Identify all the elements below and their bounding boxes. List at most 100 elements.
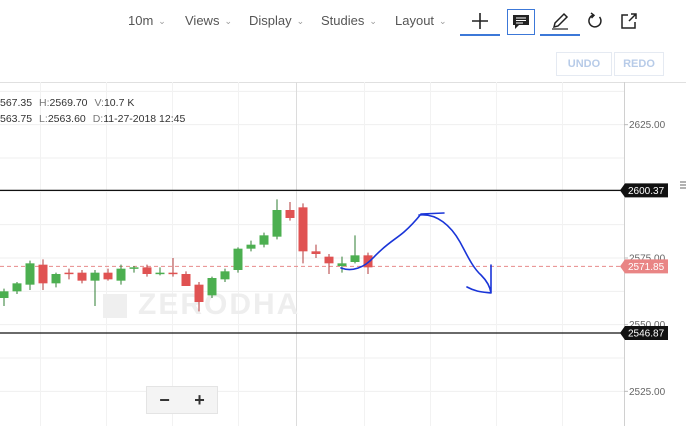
candle	[181, 271, 191, 286]
display-label: Display	[249, 13, 292, 28]
price-chart[interactable]: ZERODHA 2625.00 2575.00 2550.00 2525.00 2600…	[0, 82, 686, 426]
studies-label: Studies	[321, 13, 365, 28]
upper-line-price-label: 2600.37	[620, 183, 668, 198]
draw-button[interactable]	[548, 8, 572, 34]
crosshair-button[interactable]	[468, 8, 492, 34]
chevron-down-icon: ⌄	[224, 16, 232, 26]
candle	[116, 264, 126, 285]
candle	[168, 258, 178, 277]
undo-button[interactable]: UNDO	[556, 52, 612, 76]
candle	[38, 259, 48, 290]
candle-body	[272, 210, 282, 237]
candle-body	[51, 274, 61, 284]
candle	[207, 276, 217, 298]
candle-body	[298, 207, 308, 252]
candle-body	[207, 278, 217, 296]
axis-tick-label: 2550.00	[629, 320, 666, 331]
candle-body	[142, 267, 152, 274]
candle	[350, 235, 360, 264]
candle-body	[38, 264, 48, 284]
axis-tick-label: 2625.00	[629, 120, 666, 131]
candle-body	[25, 263, 35, 285]
candle-body	[0, 291, 9, 298]
candle	[51, 272, 61, 288]
crosshair-active-indicator	[460, 34, 500, 36]
date-label: D:	[92, 113, 104, 125]
candle-body	[64, 272, 74, 275]
axis-tick-label: 2575.00	[629, 254, 666, 265]
svg-text:2600.37: 2600.37	[628, 186, 665, 197]
candle	[233, 247, 243, 273]
candle	[259, 232, 269, 248]
reset-button[interactable]	[584, 8, 606, 34]
candle-body	[181, 274, 191, 286]
layout-menu[interactable]: Layout ⌄	[395, 13, 447, 28]
candle	[298, 203, 308, 264]
candle-body	[12, 283, 22, 292]
interval-label: 10m	[128, 13, 154, 28]
watermark-text: ZERODHA	[138, 288, 300, 321]
volume-label: V:	[94, 97, 104, 109]
candle-body	[77, 272, 87, 281]
zoom-controls: − +	[146, 386, 218, 414]
candle-body	[337, 263, 347, 266]
high-label: H:	[39, 97, 50, 109]
candle-body	[363, 255, 373, 268]
low-label: L:	[39, 113, 48, 125]
svg-text:2546.87: 2546.87	[628, 329, 665, 340]
popout-button[interactable]	[618, 8, 640, 34]
candle	[155, 267, 165, 276]
candle-body	[324, 256, 334, 264]
svg-text:2571.85: 2571.85	[628, 262, 665, 273]
candle-body	[311, 251, 321, 254]
crosshair-icon	[472, 13, 488, 29]
zoom-in-button[interactable]: +	[194, 390, 205, 410]
studies-menu[interactable]: Studies ⌄	[321, 13, 377, 28]
ohlc-row-2: 563.75 L:2563.60 D:11-27-2018 12:45	[0, 113, 185, 125]
candle-body	[116, 268, 126, 281]
display-menu[interactable]: Display ⌄	[249, 13, 304, 28]
zoom-out-button[interactable]: −	[159, 390, 170, 410]
interval-dropdown[interactable]: 10m ⌄	[128, 13, 166, 28]
external-link-icon	[621, 13, 637, 29]
candle	[90, 270, 100, 306]
watermark-logo	[103, 294, 127, 318]
chevron-down-icon: ⌄	[369, 16, 377, 26]
chevron-down-icon: ⌄	[439, 16, 447, 26]
candle	[337, 256, 347, 273]
comments-button[interactable]	[507, 9, 535, 35]
chevron-down-icon: ⌄	[296, 16, 305, 26]
axis-tick-label: 2525.00	[629, 387, 666, 398]
comment-icon	[513, 15, 529, 29]
candle-body	[246, 244, 256, 249]
candle	[324, 254, 334, 274]
candle-body	[129, 267, 139, 269]
views-label: Views	[185, 13, 220, 28]
chart-canvas[interactable]: ZERODHA 2625.00 2575.00 2550.00 2525.00 2600…	[0, 82, 686, 426]
candle	[142, 264, 152, 277]
candle	[0, 288, 9, 306]
candle-body	[103, 272, 113, 280]
candle-body	[259, 235, 269, 245]
candle-body	[194, 284, 204, 302]
candle	[77, 270, 87, 284]
candle	[64, 268, 74, 280]
chart-toolbar: 10m ⌄ Views ⌄ Display ⌄ Studies ⌄ Layout ⌄	[0, 0, 686, 42]
candle-body	[220, 271, 230, 280]
candle-body	[233, 248, 243, 270]
views-menu[interactable]: Views ⌄	[185, 13, 232, 28]
candle	[285, 202, 295, 221]
candle	[194, 282, 204, 312]
low-value: 2563.60	[47, 113, 86, 125]
redo-button[interactable]: REDO	[614, 52, 664, 76]
close-value: 563.75	[0, 113, 33, 125]
candle	[246, 240, 256, 252]
candle-body	[155, 272, 165, 275]
refresh-icon	[588, 12, 602, 28]
candle-body	[90, 272, 100, 281]
open-value: 567.35	[0, 97, 33, 109]
candle	[25, 260, 35, 290]
candle-body	[168, 272, 178, 275]
lower-line-price-label: 2546.87	[620, 326, 668, 341]
axis-grip-icon[interactable]	[680, 181, 686, 189]
